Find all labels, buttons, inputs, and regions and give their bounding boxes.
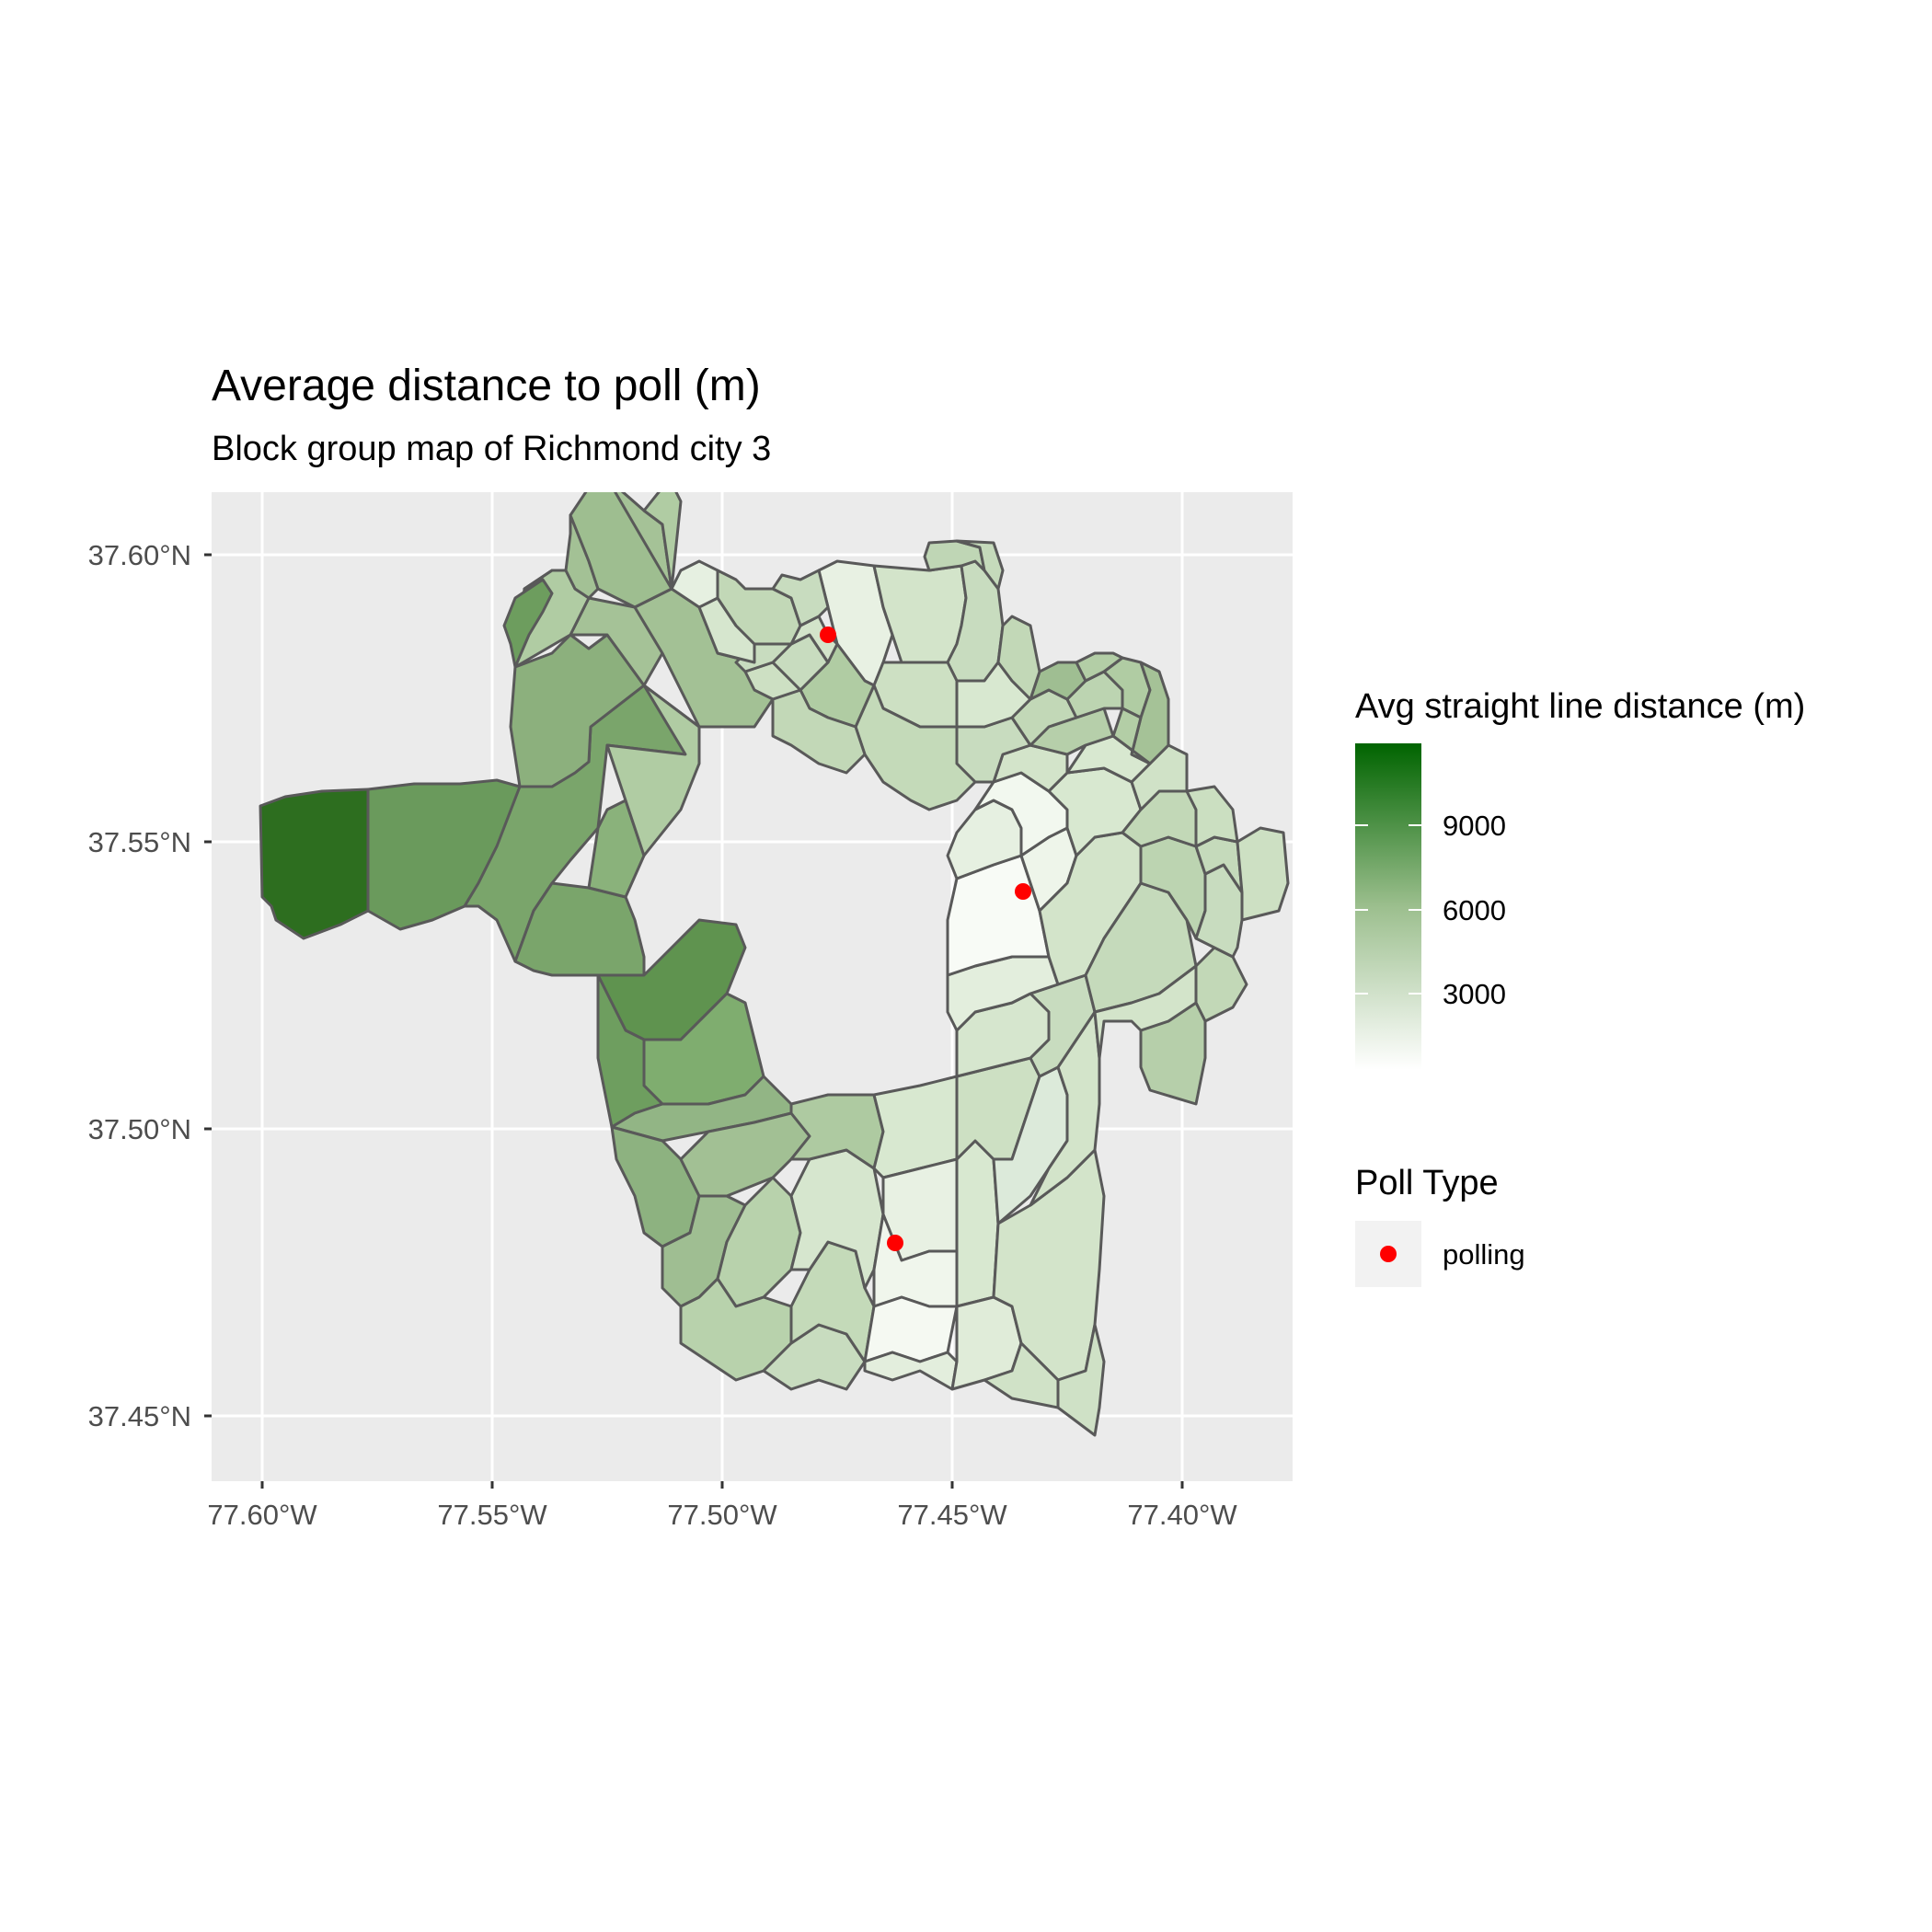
polling-point	[820, 627, 836, 643]
fill-legend-label: 3000	[1443, 978, 1506, 1010]
block-group	[1185, 785, 1239, 848]
block-group	[955, 1139, 1000, 1308]
block-group	[1029, 661, 1087, 701]
block-group	[1236, 826, 1290, 922]
block-group	[1075, 651, 1124, 683]
points-legend-marker	[1380, 1246, 1397, 1262]
x-tick-label: 77.40°W	[1127, 1499, 1237, 1531]
block-group	[670, 559, 719, 609]
fill-legend-label: 6000	[1443, 894, 1506, 926]
block-group	[259, 788, 370, 940]
block-group	[996, 615, 1041, 701]
block-group	[863, 1295, 959, 1363]
map-title: Average distance to poll (m)	[212, 362, 761, 410]
fill-legend-colorbar	[1355, 743, 1421, 1070]
block-group	[1056, 1323, 1106, 1437]
block-group	[955, 539, 1005, 591]
block-group	[983, 1341, 1060, 1409]
y-axis: 37.60°N 37.55°N 37.50°N 37.45°N	[88, 539, 212, 1432]
points-legend-title: Poll Type	[1355, 1164, 1499, 1202]
block-groups	[259, 492, 1290, 1437]
y-tick-label: 37.60°N	[88, 539, 191, 571]
fill-legend-label: 9000	[1443, 810, 1506, 842]
y-tick-label: 37.50°N	[88, 1113, 191, 1145]
polling-point	[1015, 883, 1031, 900]
points-legend: Poll Type polling	[1355, 1164, 1525, 1287]
block-group	[513, 881, 646, 977]
fill-legend-title: Avg straight line distance (m)	[1355, 687, 1805, 726]
block-group	[605, 684, 701, 857]
y-tick-label: 37.45°N	[88, 1400, 191, 1432]
x-axis: 77.60°W 77.55°W 77.50°W 77.45°W 77.40°W	[207, 1481, 1237, 1531]
points-legend-label: polling	[1443, 1238, 1525, 1271]
block-group	[854, 684, 977, 811]
x-tick-label: 77.45°W	[897, 1499, 1007, 1531]
block-group	[1093, 964, 1198, 1060]
block-group	[502, 578, 554, 669]
polling-point	[887, 1235, 903, 1251]
x-tick-label: 77.60°W	[207, 1499, 317, 1531]
fill-legend: Avg straight line distance (m) 9000 6000…	[1355, 687, 1805, 1070]
block-group	[771, 688, 867, 775]
map-subtitle: Block group map of Richmond city 3	[212, 430, 771, 468]
poll-points	[820, 627, 1031, 1251]
block-group	[1111, 707, 1152, 765]
block-group	[642, 492, 683, 591]
x-tick-label: 77.55°W	[437, 1499, 547, 1531]
y-tick-label: 37.55°N	[88, 826, 191, 858]
x-tick-label: 77.50°W	[667, 1499, 777, 1531]
block-group	[771, 569, 830, 627]
